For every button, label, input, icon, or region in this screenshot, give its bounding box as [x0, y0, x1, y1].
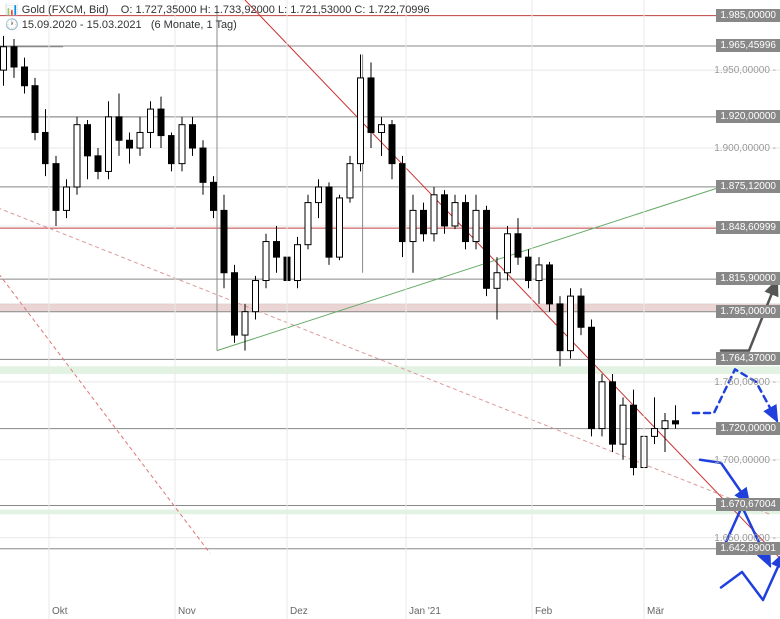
chart-header: 📊 Gold (FXCM, Bid) O: 1.727,35000 H: 1.7…: [5, 3, 430, 16]
chart-svg: [0, 0, 780, 619]
month-label: Feb: [535, 606, 552, 617]
price-level-label: 1.795,00000: [716, 305, 780, 318]
month-label: Dez: [290, 606, 308, 617]
price-level-label: 1.848,60999: [716, 221, 780, 234]
gridline-label: 1.700,00000 -: [710, 454, 780, 467]
gridline-label: 1.750,00000 -: [710, 376, 780, 389]
chart-container: 📊 Gold (FXCM, Bid) O: 1.727,35000 H: 1.7…: [0, 0, 780, 619]
price-level-label: 1.985,00000: [716, 9, 780, 22]
month-label: Jan '21: [409, 606, 441, 617]
chart-daterange: 15.09.2020 - 15.03.2021: [22, 19, 142, 31]
month-label: Nov: [178, 606, 196, 617]
price-level-label: 1.965,45996: [716, 39, 780, 52]
chart-subheader: 🕐 15.09.2020 - 15.03.2021 (6 Monate, 1 T…: [5, 18, 237, 31]
chart-logo-icon: 📊: [5, 4, 19, 16]
price-level-label: 1.920,00000: [716, 110, 780, 123]
chart-title: Gold (FXCM, Bid): [22, 4, 109, 16]
price-level-label: 1.642,89001: [716, 542, 780, 555]
gridline-label: 1.950,00000 -: [710, 64, 780, 77]
month-label: Okt: [52, 606, 68, 617]
price-level-label: 1.720,00000: [716, 422, 780, 435]
month-label: Mär: [647, 606, 664, 617]
price-level-label: 1.670,67004: [716, 498, 780, 511]
gridline-label: 1.900,00000 -: [710, 142, 780, 155]
price-level-label: 1.815,90000: [716, 272, 780, 285]
price-level-label: 1.764,37000: [716, 352, 780, 365]
price-level-label: 1.875,12000: [716, 180, 780, 193]
chart-period: (6 Monate, 1 Tag): [151, 19, 237, 31]
chart-ohlc: O: 1.727,35000 H: 1.733,92000 L: 1.721,5…: [121, 4, 430, 16]
chart-clock-icon: 🕐: [5, 19, 19, 31]
